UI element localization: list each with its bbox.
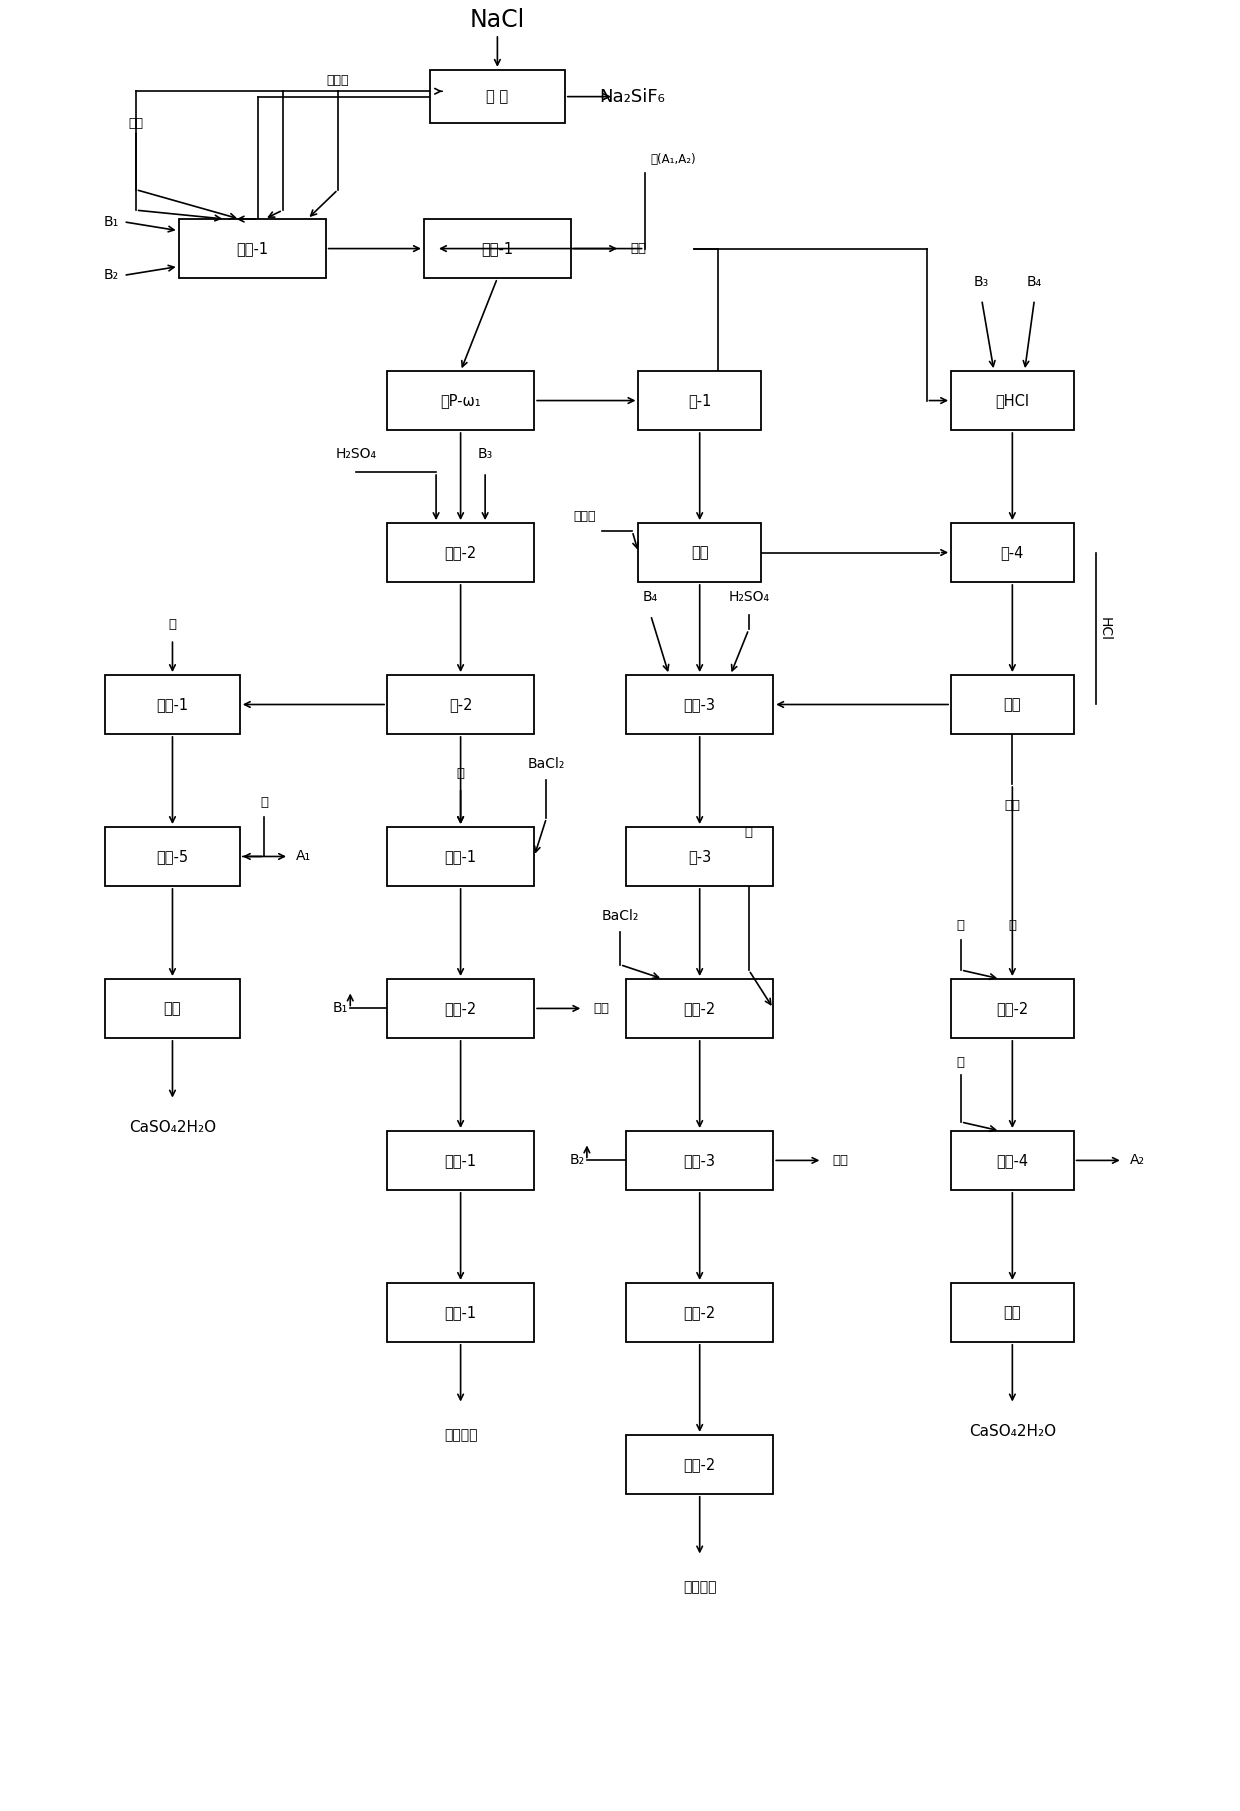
Bar (626, 676, 774, 733)
Text: 打浆-1: 打浆-1 (156, 697, 188, 712)
Text: 干燥: 干燥 (1003, 1306, 1021, 1320)
Text: 滤-1: 滤-1 (688, 393, 712, 407)
Text: Na₂SiF₆: Na₂SiF₆ (599, 87, 665, 105)
Text: 脱硫-1: 脱硫-1 (445, 849, 476, 864)
Text: 多聚磷酸: 多聚磷酸 (444, 1427, 477, 1442)
Text: 打浆-2: 打浆-2 (996, 1001, 1028, 1016)
Text: 净化: 净化 (691, 545, 708, 560)
Bar (387, 676, 534, 733)
Bar (951, 1282, 1074, 1342)
Text: 盐酸: 盐酸 (128, 118, 143, 130)
Text: B₁: B₁ (332, 1001, 348, 1016)
Text: 脱硫-2: 脱硫-2 (683, 1001, 715, 1016)
Text: 水: 水 (957, 1056, 965, 1070)
Text: B₂: B₂ (104, 268, 119, 283)
Text: 钡渣: 钡渣 (833, 1154, 848, 1166)
Text: B₁: B₁ (103, 216, 119, 228)
Bar (387, 1282, 534, 1342)
Text: B₂: B₂ (569, 1154, 584, 1168)
Text: 吸HCl: 吸HCl (996, 393, 1029, 407)
Bar (639, 371, 761, 429)
Text: 水: 水 (745, 826, 753, 838)
Text: CaSO₄2H₂O: CaSO₄2H₂O (968, 1423, 1056, 1438)
Text: 硅渣: 硅渣 (630, 243, 646, 255)
Text: 硅肥: 硅肥 (1004, 799, 1021, 811)
Bar (951, 523, 1074, 581)
Bar (951, 676, 1074, 733)
Text: 浓缩-1: 浓缩-1 (445, 1154, 476, 1168)
Bar (387, 828, 534, 886)
Text: CaSO₄2H₂O: CaSO₄2H₂O (129, 1119, 216, 1135)
Bar (387, 1130, 534, 1190)
Text: 水: 水 (169, 618, 176, 632)
Text: 水: 水 (957, 918, 965, 933)
Text: H₂SO₄: H₂SO₄ (728, 590, 769, 605)
Bar (951, 980, 1074, 1038)
Bar (387, 523, 534, 581)
Bar (951, 371, 1074, 429)
Text: 析P-ω₁: 析P-ω₁ (440, 393, 481, 407)
Bar (626, 980, 774, 1038)
Bar (626, 1282, 774, 1342)
Bar (105, 676, 239, 733)
Text: B₃: B₃ (975, 275, 990, 288)
Bar (639, 523, 761, 581)
Text: 水: 水 (1008, 918, 1017, 933)
Text: 多聚磷酸: 多聚磷酸 (683, 1579, 717, 1594)
Bar (430, 71, 565, 123)
Bar (951, 1130, 1074, 1190)
Text: 酸解-3: 酸解-3 (683, 697, 715, 712)
Text: 酸解-1: 酸解-1 (236, 241, 268, 255)
Text: NaCl: NaCl (470, 7, 525, 33)
Bar (179, 219, 326, 279)
Text: 聚合-2: 聚合-2 (683, 1456, 715, 1472)
Bar (626, 1130, 774, 1190)
Bar (387, 980, 534, 1038)
Text: A₁: A₁ (296, 849, 311, 864)
Text: 水(A₁,A₂): 水(A₁,A₂) (651, 152, 697, 165)
Text: 水: 水 (456, 766, 465, 781)
Text: 钡渣: 钡渣 (594, 1001, 610, 1014)
Text: BaCl₂: BaCl₂ (528, 757, 565, 771)
Text: 滤洗-3: 滤洗-3 (683, 1154, 715, 1168)
Text: 水: 水 (260, 797, 268, 810)
Text: H₂SO₄: H₂SO₄ (336, 447, 377, 462)
Text: B₃: B₃ (477, 447, 492, 462)
Text: HCl: HCl (1097, 616, 1111, 641)
Text: 焙烧: 焙烧 (1003, 697, 1021, 712)
Text: 滤-4: 滤-4 (1001, 545, 1024, 560)
Text: 浓缩-2: 浓缩-2 (683, 1306, 715, 1320)
Text: 滤洗-5: 滤洗-5 (156, 849, 188, 864)
Text: BaCl₂: BaCl₂ (601, 909, 639, 924)
Text: 滤洗-2: 滤洗-2 (444, 1001, 476, 1016)
Text: B₄: B₄ (644, 590, 658, 605)
Bar (626, 1434, 774, 1494)
Bar (626, 828, 774, 886)
Text: 滤洗-1: 滤洗-1 (481, 241, 513, 255)
Text: 净化剂: 净化剂 (573, 511, 595, 523)
Text: 滤-3: 滤-3 (688, 849, 712, 864)
Bar (105, 980, 239, 1038)
Text: 滤-2: 滤-2 (449, 697, 472, 712)
Text: 滤洗-4: 滤洗-4 (996, 1154, 1028, 1168)
Bar (387, 371, 534, 429)
Text: 干燥: 干燥 (164, 1001, 181, 1016)
Text: 酸解-2: 酸解-2 (444, 545, 476, 560)
Bar (424, 219, 570, 279)
Text: A₂: A₂ (1130, 1154, 1145, 1168)
Text: B₄: B₄ (1027, 275, 1042, 288)
Text: 吸 收: 吸 收 (486, 89, 508, 103)
Text: 磷矿粉: 磷矿粉 (327, 74, 350, 87)
Bar (105, 828, 239, 886)
Text: 聚合-1: 聚合-1 (445, 1306, 476, 1320)
